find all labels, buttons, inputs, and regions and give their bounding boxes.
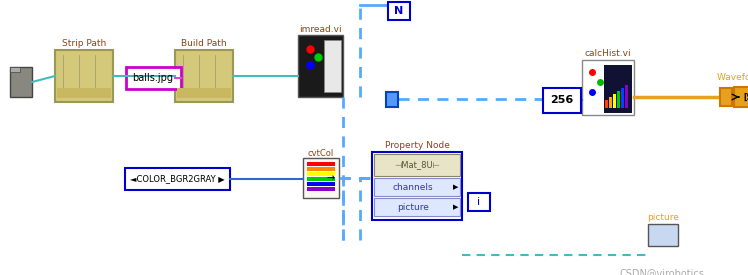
- Bar: [126, 67, 181, 89]
- Bar: [720, 88, 732, 106]
- Bar: [303, 158, 339, 198]
- Text: balls.jpg: balls.jpg: [132, 73, 174, 83]
- Bar: [605, 100, 608, 108]
- Bar: [175, 50, 233, 102]
- Bar: [621, 88, 624, 108]
- Text: imread.vi: imread.vi: [298, 24, 341, 34]
- Bar: [55, 50, 113, 102]
- Bar: [307, 187, 335, 191]
- Bar: [125, 168, 230, 190]
- Text: [SGL]: [SGL]: [744, 92, 748, 101]
- Bar: [10, 67, 32, 97]
- Bar: [57, 88, 111, 98]
- Bar: [307, 167, 335, 171]
- Bar: [374, 198, 460, 216]
- Text: channels: channels: [393, 183, 433, 191]
- Text: cvtCol: cvtCol: [308, 148, 334, 158]
- Bar: [582, 60, 634, 115]
- Bar: [617, 91, 620, 108]
- Text: Build Path: Build Path: [181, 40, 227, 48]
- Text: CSDN@virobotics: CSDN@virobotics: [620, 268, 705, 275]
- Text: ◄COLOR_BGR2GRAY ▶: ◄COLOR_BGR2GRAY ▶: [129, 175, 224, 183]
- Bar: [604, 65, 632, 113]
- Text: calcHist.vi: calcHist.vi: [585, 50, 631, 59]
- Text: Strip Path: Strip Path: [62, 40, 106, 48]
- Text: N: N: [394, 6, 404, 16]
- Bar: [734, 87, 748, 107]
- Text: picture: picture: [397, 202, 429, 211]
- Text: ▶: ▶: [453, 204, 459, 210]
- Bar: [372, 152, 462, 220]
- Bar: [374, 178, 460, 196]
- Bar: [307, 172, 335, 176]
- Bar: [648, 224, 678, 246]
- Text: 256: 256: [551, 95, 574, 105]
- Text: i: i: [477, 197, 480, 207]
- Bar: [307, 182, 335, 186]
- Bar: [298, 35, 343, 97]
- Bar: [307, 162, 335, 166]
- Text: →: →: [327, 173, 335, 183]
- Text: Waveform Graph: Waveform Graph: [717, 73, 748, 81]
- Bar: [543, 88, 581, 113]
- Bar: [625, 85, 628, 108]
- Text: ⊣Mat_8U⊢: ⊣Mat_8U⊢: [394, 161, 440, 169]
- Bar: [307, 177, 335, 181]
- Bar: [374, 9, 721, 226]
- Bar: [468, 193, 490, 211]
- Bar: [388, 2, 410, 20]
- Bar: [613, 94, 616, 108]
- Text: Property Node: Property Node: [384, 141, 450, 150]
- Bar: [374, 154, 460, 176]
- Text: ▶: ▶: [453, 184, 459, 190]
- Bar: [386, 92, 398, 107]
- Bar: [370, 5, 725, 230]
- Bar: [324, 40, 341, 92]
- Text: picture: picture: [647, 213, 679, 221]
- Bar: [377, 12, 718, 223]
- Bar: [10, 67, 20, 72]
- Bar: [609, 97, 612, 108]
- Bar: [177, 88, 231, 98]
